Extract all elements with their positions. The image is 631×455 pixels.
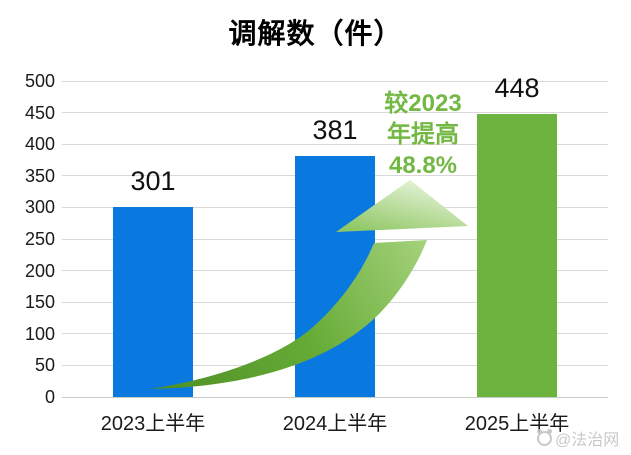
x-axis: 2023上半年 2024上半年 2025上半年 bbox=[62, 407, 608, 437]
growth-annotation: 较2023 年提高 48.8% bbox=[343, 88, 503, 181]
gridline bbox=[62, 112, 608, 114]
gridline bbox=[62, 396, 608, 398]
chart-title: 调解数（件） bbox=[228, 18, 403, 49]
y-tick-label: 300 bbox=[24, 197, 55, 218]
y-tick-label: 0 bbox=[44, 387, 55, 407]
y-tick-label: 100 bbox=[24, 323, 55, 344]
y-axis: 0 50 100 150 200 250 300 350 400 450 500 bbox=[0, 71, 55, 407]
watermark: @法治网 bbox=[537, 426, 619, 450]
value-label: 301 bbox=[130, 165, 176, 196]
bar-2024上半年 bbox=[295, 156, 375, 397]
gridline bbox=[62, 80, 608, 82]
y-tick-label: 150 bbox=[24, 292, 55, 313]
x-tick-label: 2023上半年 bbox=[100, 413, 206, 435]
bar-2023上半年 bbox=[113, 206, 193, 397]
y-tick-label: 50 bbox=[34, 355, 55, 376]
value-label: 448 bbox=[494, 72, 540, 103]
plot-area: 301 381 448 bbox=[62, 73, 608, 398]
annotation-line-2: 年提高 bbox=[387, 121, 459, 148]
watermark-text: @法治网 bbox=[555, 432, 620, 449]
value-label: 381 bbox=[312, 115, 358, 146]
annotation-line-3: 48.8% bbox=[388, 152, 458, 179]
x-tick-label: 2024上半年 bbox=[282, 413, 388, 435]
y-tick-label: 450 bbox=[24, 102, 55, 123]
y-tick-label: 250 bbox=[24, 229, 55, 249]
annotation-line-1: 较2023 bbox=[384, 90, 462, 117]
y-tick-label: 200 bbox=[24, 260, 55, 281]
y-tick-label: 350 bbox=[24, 165, 55, 186]
bar-2025上半年 bbox=[477, 113, 557, 397]
panda-logo-icon bbox=[537, 428, 552, 446]
gridline bbox=[62, 143, 608, 145]
x-tick-label: 2025上半年 bbox=[464, 413, 570, 435]
y-tick-label: 500 bbox=[24, 71, 55, 91]
y-tick-label: 400 bbox=[24, 134, 55, 155]
